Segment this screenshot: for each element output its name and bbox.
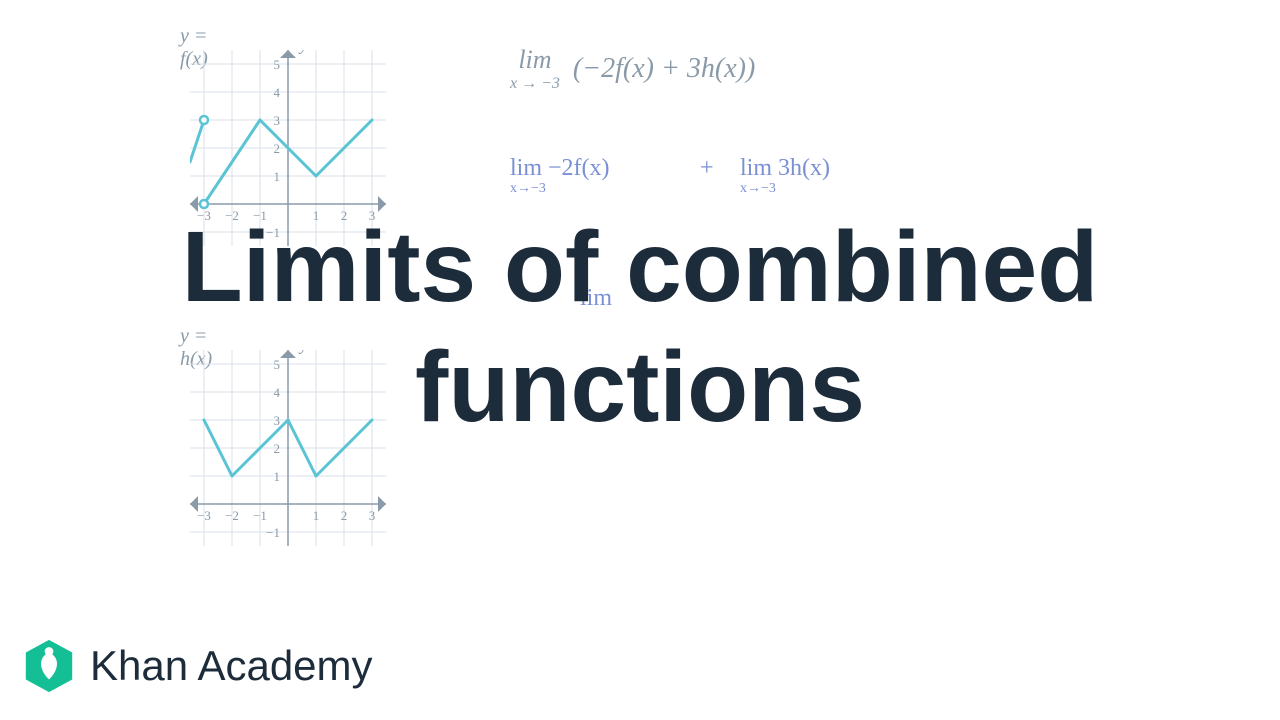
- svg-text:−3: −3: [197, 508, 211, 523]
- limit-subscript: x → −3: [510, 75, 560, 93]
- handwritten-line1-left: lim −2f(x) x→−3: [510, 155, 610, 182]
- khan-hexagon-icon: [20, 637, 78, 695]
- limit-expression: (−2f(x) + 3h(x)): [573, 53, 755, 84]
- svg-text:3: 3: [274, 113, 281, 128]
- svg-text:5: 5: [274, 57, 281, 72]
- hw-sub-1: x→−3: [510, 181, 546, 197]
- hw-sub-2: x→−3: [740, 181, 776, 197]
- hw-text-1: lim −2f(x): [510, 155, 610, 181]
- svg-text:4: 4: [274, 85, 281, 100]
- svg-text:1: 1: [313, 508, 320, 523]
- svg-text:y: y: [298, 50, 308, 54]
- svg-text:−2: −2: [225, 508, 239, 523]
- svg-text:1: 1: [274, 169, 281, 184]
- svg-text:2: 2: [274, 141, 281, 156]
- limit-word: lim: [510, 45, 560, 75]
- svg-text:1: 1: [274, 469, 281, 484]
- khan-logo-text: Khan Academy: [90, 642, 373, 690]
- hw-text-2: lim 3h(x): [740, 155, 830, 181]
- khan-academy-logo: Khan Academy: [20, 637, 373, 695]
- handwritten-plus: +: [700, 155, 714, 182]
- problem-statement: lim x → −3 (−2f(x) + 3h(x)): [510, 45, 1010, 93]
- svg-text:−1: −1: [253, 508, 267, 523]
- handwritten-line1-right: lim 3h(x) x→−3: [740, 155, 830, 182]
- title-line-1: Limits of combined: [0, 210, 1280, 325]
- svg-text:−1: −1: [266, 525, 280, 540]
- title-line-2: functions: [0, 330, 1280, 445]
- svg-text:3: 3: [369, 508, 376, 523]
- svg-text:2: 2: [341, 508, 348, 523]
